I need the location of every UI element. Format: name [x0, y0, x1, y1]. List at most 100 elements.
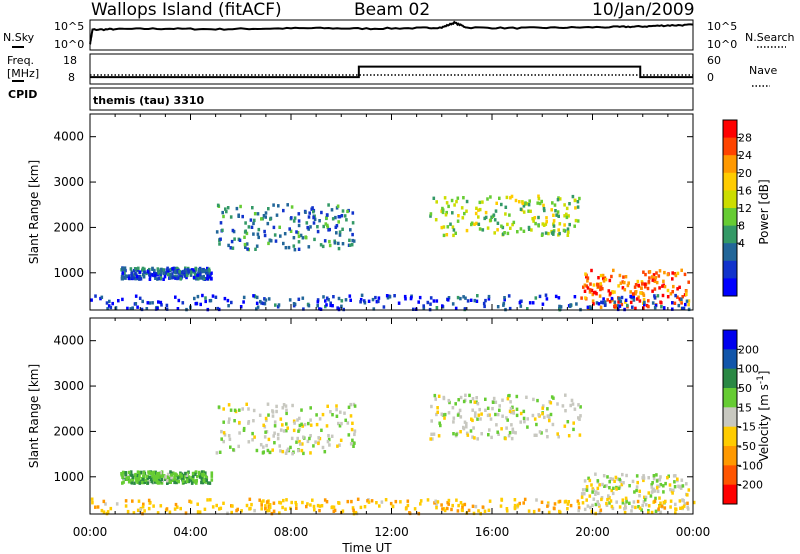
power-cell [111, 301, 114, 306]
power-cell [338, 215, 342, 219]
power-cell [586, 305, 590, 309]
power-cell [127, 276, 131, 280]
velocity-cell [262, 445, 265, 449]
velocity-cell [252, 408, 256, 413]
power-cell [619, 281, 623, 285]
power-cell [666, 295, 670, 299]
velocity-cell [136, 473, 139, 478]
power-cell [586, 286, 590, 290]
velocity-cell [335, 414, 339, 418]
power-cell [455, 199, 458, 204]
velocity-cell [140, 480, 144, 485]
velocity-cell [508, 431, 512, 435]
velocity-cell [455, 498, 458, 502]
power-cell [199, 302, 202, 307]
power-cell [442, 233, 446, 238]
velocity-cell [472, 426, 475, 430]
velocity-cell [109, 506, 113, 511]
power-cell [578, 196, 581, 201]
power-cell [126, 306, 129, 311]
power-cell [179, 277, 182, 281]
power-cell [173, 270, 177, 274]
velocity-cell [596, 500, 599, 504]
power-cell [277, 303, 281, 307]
velocity-cell [124, 471, 128, 475]
power-cell [502, 303, 505, 307]
velocity-cell [650, 510, 654, 515]
power-cell [316, 298, 320, 302]
power-cell [528, 199, 531, 203]
velocity-cell [153, 480, 157, 484]
velocity-cell [194, 470, 198, 474]
velocity-cell [125, 476, 128, 480]
power-cell [543, 208, 546, 213]
velocity-cell [580, 492, 584, 496]
power-cell [297, 223, 301, 228]
power-cell [445, 201, 449, 205]
power-colorbar-tick-label: 16 [738, 184, 752, 197]
power-cell [576, 205, 580, 209]
cpid-text: themis (tau) 3310 [93, 94, 205, 107]
velocity-cell [104, 502, 107, 506]
velocity-cell [666, 476, 669, 480]
velocity-cell [635, 474, 639, 478]
power-cell [681, 295, 684, 299]
power-cell [346, 209, 349, 214]
power-cell [435, 306, 439, 310]
power-cell [653, 287, 657, 291]
velocity-cell [638, 506, 642, 510]
power-cell [196, 294, 200, 299]
power-cell [154, 273, 157, 277]
power-cell [510, 194, 514, 199]
power-cell [199, 276, 202, 280]
power-cell [653, 305, 657, 310]
power-cell [351, 221, 355, 225]
velocity-cell [461, 503, 464, 507]
velocity-cell [271, 410, 275, 414]
power-cell [168, 276, 172, 280]
power-cell [565, 206, 569, 211]
power-cell [643, 282, 647, 286]
x-tick-label: 04:00 [173, 525, 208, 539]
power-cell [418, 295, 422, 300]
power-cell [603, 300, 607, 304]
power-cell [217, 307, 221, 312]
velocity-cell [370, 499, 374, 503]
power-cell [94, 294, 97, 298]
power-cell [166, 266, 169, 270]
power-cell [292, 304, 296, 308]
velocity-cell [196, 502, 199, 506]
velocity-cell [464, 393, 467, 397]
power-cell [526, 307, 529, 311]
velocity-cell [429, 437, 432, 441]
velocity-cell [299, 442, 302, 446]
velocity-colorbar-swatch [723, 465, 737, 486]
velocity-cell [532, 509, 536, 514]
power-cell [319, 243, 323, 247]
velocity-cell [301, 442, 304, 446]
power-cell [591, 292, 595, 297]
velocity-colorbar-tick-label: -15 [738, 421, 756, 434]
power-cell [197, 268, 201, 272]
power-cell [447, 204, 450, 209]
velocity-cell [133, 481, 136, 485]
power-cell [139, 277, 143, 281]
velocity-cell [321, 412, 325, 417]
power-ytick-label: 3000 [53, 175, 84, 189]
power-cell [264, 211, 268, 215]
velocity-cell [209, 498, 212, 502]
power-cell [244, 229, 247, 233]
power-cell [211, 294, 215, 298]
velocity-cell [222, 420, 225, 424]
power-cell [466, 299, 470, 303]
velocity-cell [652, 474, 656, 478]
velocity-cell [157, 475, 160, 479]
velocity-colorbar-tick-label: -50 [738, 440, 756, 453]
power-cell [109, 305, 113, 310]
velocity-cell [278, 500, 281, 505]
velocity-cell [295, 440, 298, 444]
velocity-cell [456, 413, 460, 417]
power-cell [326, 225, 330, 229]
power-cell [340, 214, 344, 218]
velocity-cell [309, 418, 312, 422]
